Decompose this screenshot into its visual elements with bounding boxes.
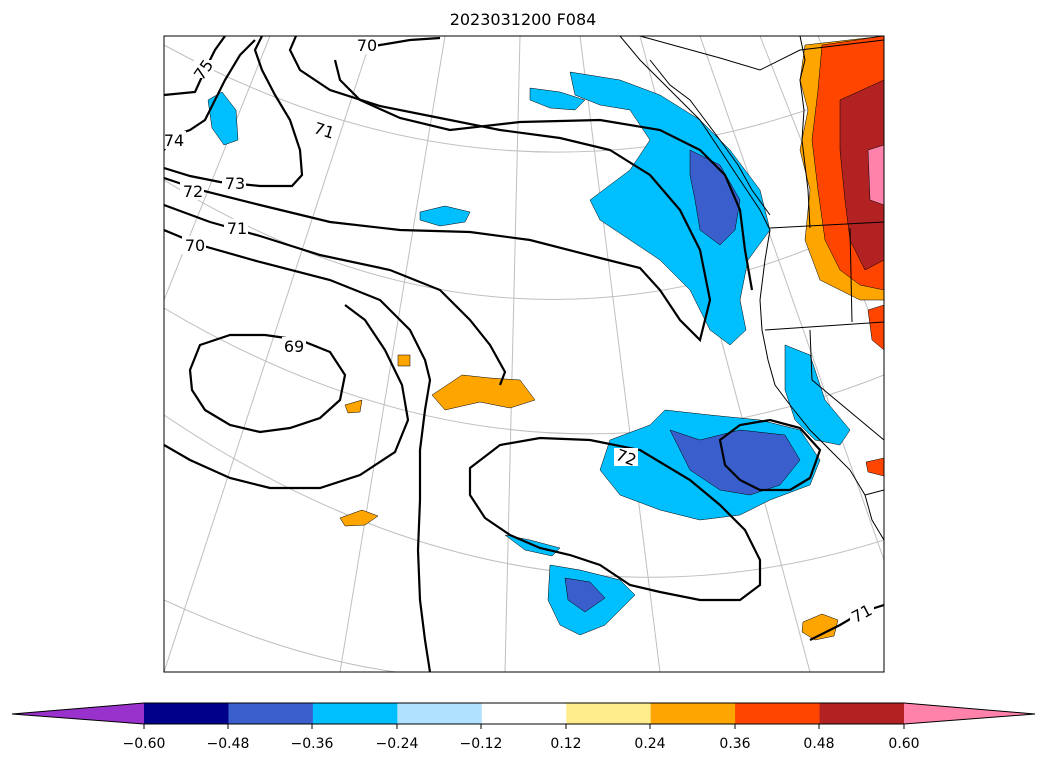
neg-region-small-1	[419, 205, 471, 227]
colorbar-cell	[819, 703, 905, 724]
border-alaska	[639, 36, 884, 71]
colorbar-ticks: −0.60 −0.48 −0.36 −0.24 −0.12 0.12 0.24 …	[123, 724, 920, 752]
contour-label-bg	[354, 36, 378, 54]
map-panel: 75 74 73 72 71 70 70 71 69 72 71	[164, 36, 884, 672]
contour-72-south	[468, 436, 762, 602]
border-state-id	[849, 227, 853, 323]
neg-region-coast	[784, 344, 851, 446]
border-state-ca-nv	[809, 329, 884, 441]
contour-71-top	[333, 59, 754, 291]
colorbar-tick-label: 0.12	[550, 736, 581, 752]
contour-label-bg	[312, 120, 336, 138]
colorbar-tick-label: 0.24	[634, 736, 665, 752]
contour-label-70-west: 70	[185, 236, 205, 255]
colorbar-tick-label: 0.36	[719, 736, 750, 752]
neg-region-south-core	[564, 577, 606, 613]
pos-region-southeast	[801, 613, 839, 641]
colorbar: −0.60 −0.48 −0.36 −0.24 −0.12 0.12 0.24 …	[11, 702, 1036, 752]
colorbar-cell	[144, 703, 229, 724]
border-canada-us	[769, 221, 884, 229]
contour-label-bg	[224, 219, 248, 237]
contour-label-72-north: 72	[183, 182, 203, 201]
contour-73	[164, 36, 304, 188]
border-province	[799, 36, 811, 229]
contour-72-ca	[718, 418, 822, 492]
coastline-north-america	[619, 36, 884, 541]
map-frame	[163, 35, 885, 673]
graticule-meridian	[504, 36, 521, 672]
colorbar-tick-label: −0.12	[460, 736, 503, 752]
neg-region-offshore-patch	[529, 87, 586, 111]
graticule-meridian	[579, 36, 661, 672]
border-us-mexico	[864, 489, 884, 496]
contour-label-73: 73	[225, 174, 245, 193]
graticule-parallel	[164, 414, 884, 578]
graticule-meridian	[164, 36, 271, 301]
colorbar-tick-label: 0.60	[888, 736, 919, 752]
map-background	[164, 36, 884, 672]
contour-label-bg	[180, 182, 204, 200]
colorbar-cell	[228, 703, 314, 724]
contour-label-bg	[282, 337, 306, 355]
pos-region-small-2	[397, 354, 411, 367]
colorbar-tick-label: 0.48	[803, 736, 834, 752]
contour-label-bg	[614, 448, 638, 466]
contour-70	[164, 228, 432, 672]
pos-region-offshore	[431, 374, 536, 411]
graticule-meridian	[339, 36, 446, 672]
pos-region-coast-south	[865, 457, 884, 477]
contour-label-74: 74	[164, 131, 184, 150]
graticule-parallel	[164, 179, 884, 300]
contour-labels: 75 74 73 72 71 70 70 71 69 72 71	[164, 36, 875, 627]
contour-label-bg	[182, 236, 206, 254]
graticule-meridian	[164, 36, 373, 672]
pos-region-inland-south	[867, 304, 884, 351]
contour-label-70-top: 70	[357, 36, 377, 55]
colorbar-tick-label: −0.24	[376, 736, 419, 752]
graticule-meridian	[699, 36, 884, 561]
colorbar-cell	[397, 703, 483, 724]
coastline-islands	[649, 59, 771, 216]
colorbar-tick-label: −0.48	[207, 736, 250, 752]
contour-72-north	[164, 36, 712, 343]
colorbar-cell	[566, 703, 652, 724]
neg-region-small-2	[207, 91, 239, 146]
colorbar-cell	[312, 703, 398, 724]
coastlines-borders	[619, 36, 884, 541]
contour-label-69: 69	[284, 337, 304, 356]
contour-69-loop	[188, 333, 347, 434]
colorbar-tick-label: −0.36	[291, 736, 334, 752]
contour-label-71-west: 71	[227, 219, 247, 238]
contour-label-bg	[222, 174, 246, 192]
contour-label-bg	[850, 604, 874, 622]
map-title: 2023031200 F084	[450, 10, 597, 29]
colorbar-tick-label: −0.60	[123, 736, 166, 752]
colorbar-cell	[650, 703, 736, 724]
colorbar-cells	[12, 703, 1035, 724]
contour-label-bg	[164, 131, 186, 149]
colorbar-extend-high	[904, 703, 1035, 724]
contour-70-west	[164, 304, 410, 490]
colorbar-extend-low	[12, 703, 144, 724]
pos-region-inland-peak	[867, 144, 884, 206]
graticule-parallel	[164, 44, 884, 153]
pos-region-small-3	[344, 399, 363, 414]
graticule-parallel	[164, 599, 560, 672]
neg-region-california-core	[669, 429, 801, 496]
height-contours	[164, 36, 884, 672]
border-state-or	[764, 321, 884, 331]
contour-label-bg	[194, 60, 214, 78]
colorbar-cell	[735, 703, 821, 724]
colorbar-cell	[481, 703, 567, 724]
pos-region-small-1	[339, 509, 379, 527]
graticule-parallel	[164, 307, 884, 435]
